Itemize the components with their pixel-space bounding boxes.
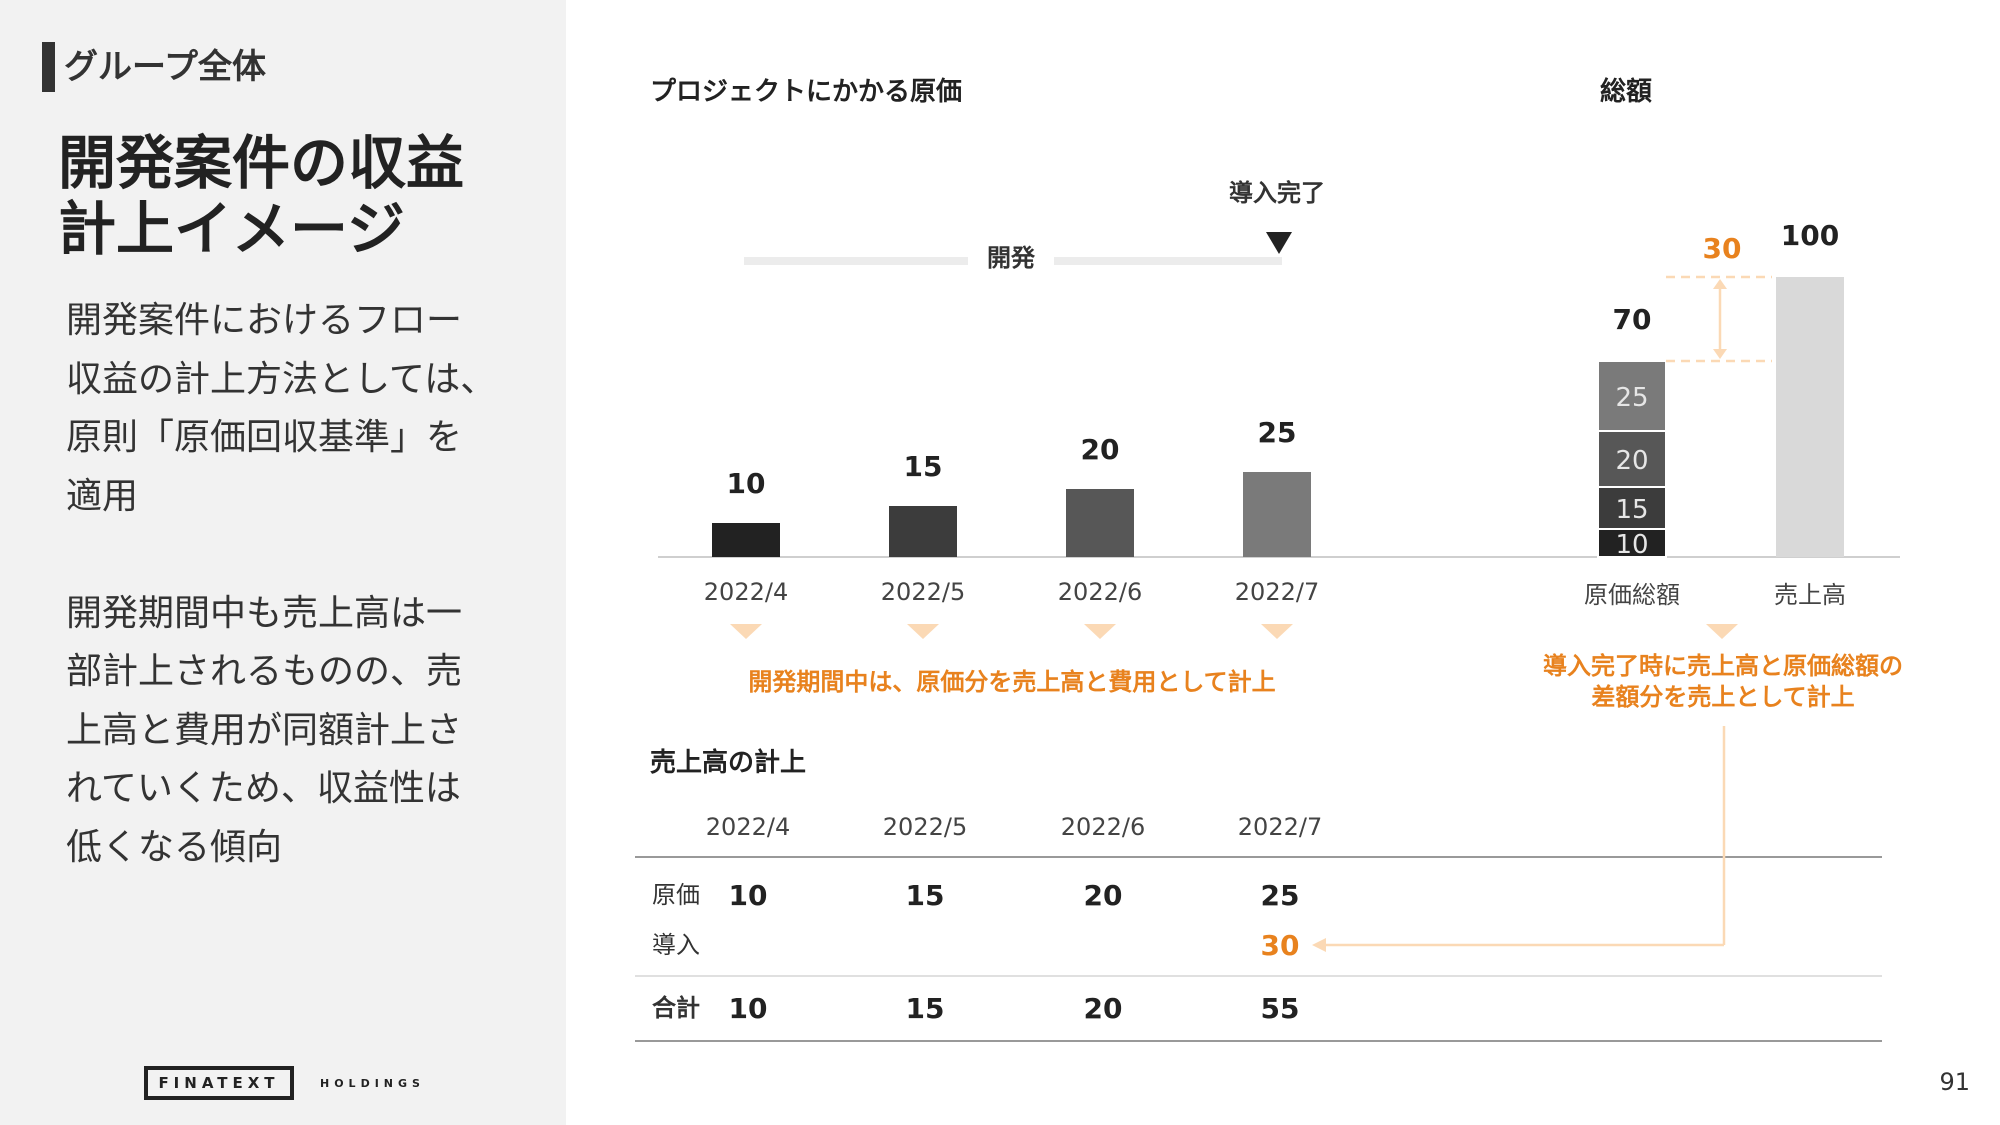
cost-bar-label-2: 15 bbox=[904, 450, 943, 483]
development-phase-label: 開発 bbox=[987, 244, 1036, 272]
cost-x-tick-2: 2022/5 bbox=[881, 578, 965, 606]
company-logo-sub: HOLDINGS bbox=[320, 1077, 425, 1090]
table-cell-3-2: 15 bbox=[906, 992, 945, 1025]
cost-x-tick-1: 2022/4 bbox=[704, 578, 788, 606]
milestone-label: 導入完了 bbox=[1229, 179, 1325, 207]
total-note-line-1: 導入完了時に売上高と原価総額の bbox=[1543, 652, 1903, 680]
revenue-total-label: 100 bbox=[1781, 219, 1839, 252]
table-row-label-2: 導入 bbox=[652, 931, 700, 959]
stack-segment-label-2: 15 bbox=[1615, 495, 1648, 525]
table-cell-1-1: 10 bbox=[729, 879, 768, 912]
difference-arrow-down bbox=[1713, 349, 1727, 359]
stack-segment-4 bbox=[1597, 360, 1667, 432]
cost-bar-label-1: 10 bbox=[727, 467, 766, 500]
cost-total-label: 70 bbox=[1613, 303, 1652, 336]
page-number: 91 bbox=[1939, 1068, 1970, 1096]
stack-segment-label-1: 10 bbox=[1615, 530, 1648, 560]
milestone-marker bbox=[1266, 232, 1292, 254]
table-row-label-1: 原価 bbox=[652, 881, 700, 909]
table-title: 売上高の計上 bbox=[650, 747, 806, 778]
period-marker-1 bbox=[730, 624, 762, 639]
company-logo: FINATEXT bbox=[144, 1066, 294, 1100]
stack-segment-label-4: 25 bbox=[1615, 383, 1648, 413]
period-marker-3 bbox=[1084, 624, 1116, 639]
table-cell-3-3: 20 bbox=[1084, 992, 1123, 1025]
total-x-tick-1: 原価総額 bbox=[1584, 581, 1680, 609]
table-col-header-3: 2022/6 bbox=[1061, 813, 1145, 841]
difference-arrow-up bbox=[1713, 279, 1727, 289]
table-col-header-4: 2022/7 bbox=[1238, 813, 1322, 841]
stack-segment-3 bbox=[1597, 430, 1667, 488]
table-cell-1-2: 15 bbox=[906, 879, 945, 912]
cost-bar-4 bbox=[1243, 472, 1311, 557]
table-cell-1-4: 25 bbox=[1261, 879, 1300, 912]
stack-segment-2 bbox=[1597, 486, 1667, 530]
period-marker-4 bbox=[1261, 624, 1293, 639]
table-col-header-2: 2022/5 bbox=[883, 813, 967, 841]
table-row-label-3: 合計 bbox=[652, 994, 700, 1022]
total-x-tick-2: 売上高 bbox=[1774, 581, 1846, 609]
total-note-marker bbox=[1706, 624, 1738, 639]
cost-x-tick-3: 2022/6 bbox=[1058, 578, 1142, 606]
cost-bar-2 bbox=[889, 506, 957, 557]
cost-bar-3 bbox=[1066, 489, 1134, 557]
description-text: 開発案件におけるフロー 収益の計上方法としては、 原則「原価回収基準」を 適用 … bbox=[66, 300, 497, 868]
total-note-line-2: 差額分を売上として計上 bbox=[1591, 683, 1854, 711]
cost-x-tick-4: 2022/7 bbox=[1235, 578, 1319, 606]
stack-segment-label-3: 20 bbox=[1615, 446, 1648, 476]
stack-segment-1 bbox=[1597, 528, 1667, 558]
cost-bar-1 bbox=[712, 523, 780, 557]
table-col-header-1: 2022/4 bbox=[706, 813, 790, 841]
revenue-total-bar bbox=[1776, 277, 1844, 557]
total-chart-title: 総額 bbox=[1600, 76, 1652, 107]
development-note: 開発期間中は、原価分を売上高と費用として計上 bbox=[748, 668, 1275, 696]
sidebar-panel: グループ全体 開発案件の収益 計上イメージ 開発案件におけるフロー 収益の計上方… bbox=[0, 0, 566, 1125]
table-cell-1-3: 20 bbox=[1084, 879, 1123, 912]
table-cell-3-4: 55 bbox=[1261, 992, 1300, 1025]
cost-bar-label-3: 20 bbox=[1081, 433, 1120, 466]
section-marker bbox=[42, 42, 55, 92]
difference-label: 30 bbox=[1703, 232, 1742, 265]
table-cell-3-1: 10 bbox=[729, 992, 768, 1025]
section-title: グループ全体 bbox=[64, 47, 266, 87]
cost-chart-title: プロジェクトにかかる原価 bbox=[650, 77, 962, 107]
connector-arrowhead bbox=[1312, 938, 1326, 952]
page-title: 開発案件の収益 計上イメージ bbox=[58, 129, 465, 263]
table-cell-2-4: 30 bbox=[1261, 929, 1300, 962]
period-marker-2 bbox=[907, 624, 939, 639]
cost-bar-label-4: 25 bbox=[1258, 416, 1297, 449]
